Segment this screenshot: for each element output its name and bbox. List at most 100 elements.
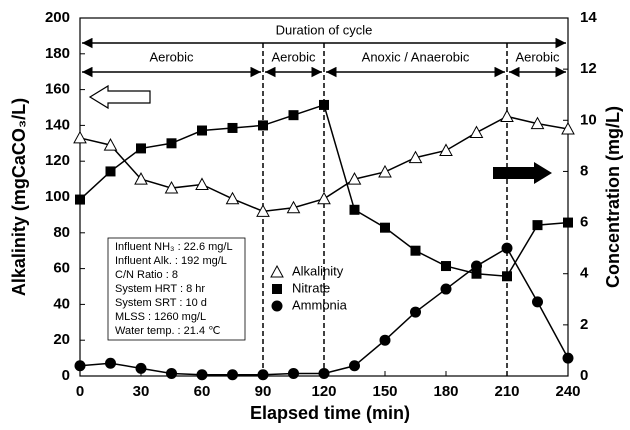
x-tick-label: 60 — [194, 383, 211, 400]
data-point — [288, 110, 299, 121]
legend-marker — [272, 284, 282, 294]
data-point — [471, 260, 482, 272]
y-tick-label: 0 — [62, 367, 70, 384]
data-point — [105, 166, 116, 177]
data-point — [257, 369, 269, 381]
left-axis-arrow — [88, 84, 151, 110]
x-tick-label: 180 — [433, 383, 458, 400]
x-tick-label: 30 — [133, 383, 150, 400]
x-tick-label: 120 — [311, 383, 336, 400]
data-point — [103, 138, 118, 151]
x-tick-label: 90 — [255, 383, 272, 400]
x-tick-label: 0 — [76, 383, 84, 400]
data-point — [532, 220, 543, 231]
legend-label: Alkalinity — [292, 263, 344, 278]
y-tick-label: 20 — [53, 331, 70, 348]
data-point — [563, 217, 573, 228]
data-point — [349, 204, 360, 215]
data-point — [258, 120, 268, 131]
y2-tick-label: 10 — [580, 111, 597, 128]
data-point — [288, 367, 299, 379]
data-point — [136, 143, 146, 154]
x-tick-label: 150 — [372, 383, 397, 400]
data-point — [135, 362, 147, 374]
data-point — [530, 116, 545, 130]
y-tick-label: 160 — [45, 81, 70, 98]
x-tick-label: 240 — [555, 383, 580, 400]
data-point — [380, 222, 390, 233]
data-point — [227, 369, 238, 381]
phase-label: Aerobic — [149, 49, 194, 64]
y2-tick-label: 8 — [580, 162, 588, 179]
data-point — [318, 367, 330, 379]
y-tick-label: 140 — [45, 116, 70, 133]
data-point — [469, 125, 484, 139]
y-axis-label: Alkalinity (mgCaCO₃/L) — [9, 98, 29, 296]
info-line: Influent NH₃ : 22.6 mg/L — [115, 241, 233, 253]
info-line: Influent Alk. : 192 mg/L — [115, 255, 227, 267]
data-point — [349, 360, 360, 372]
data-point — [227, 122, 238, 133]
data-point — [410, 245, 421, 256]
y-tick-label: 100 — [45, 188, 70, 205]
data-point — [319, 99, 329, 110]
data-point — [164, 181, 179, 194]
data-point — [347, 172, 362, 185]
y-tick-label: 200 — [45, 9, 70, 26]
data-point — [75, 194, 85, 205]
phase-label: Anoxic / Anaerobic — [362, 49, 470, 64]
phase-label: Aerobic — [515, 49, 560, 64]
data-point — [410, 306, 421, 318]
data-point — [134, 172, 148, 185]
data-point — [105, 357, 116, 369]
y2-tick-label: 0 — [580, 367, 588, 384]
y-tick-label: 40 — [53, 295, 70, 312]
data-point — [562, 352, 574, 364]
data-point — [197, 125, 207, 136]
legend-label: Ammonia — [292, 297, 348, 312]
data-point — [74, 360, 86, 372]
data-point — [441, 261, 451, 272]
data-point — [471, 268, 482, 279]
legend-label: Nitrate — [292, 280, 330, 295]
info-line: System HRT : 8 hr — [115, 283, 205, 295]
data-point — [166, 367, 177, 379]
right-axis-arrow — [493, 162, 552, 184]
info-line: Water temp. : 21.4 ℃ — [115, 325, 220, 337]
y2-tick-label: 6 — [580, 214, 588, 231]
y2-tick-label: 12 — [580, 60, 597, 77]
data-point — [256, 204, 270, 217]
y2-axis-label: Concentration (mg/L) — [603, 106, 623, 288]
y-tick-label: 180 — [45, 45, 70, 62]
data-point — [166, 138, 177, 149]
data-point — [225, 191, 240, 205]
data-point — [440, 283, 452, 295]
data-point — [408, 150, 423, 164]
info-line: MLSS : 1260 mg/L — [115, 311, 206, 323]
data-point — [286, 200, 301, 214]
x-tick-label: 210 — [494, 383, 519, 400]
data-point — [561, 121, 575, 135]
legend-marker — [271, 300, 283, 312]
data-point — [73, 130, 87, 144]
info-line: C/N Ratio : 8 — [115, 269, 178, 281]
data-point — [196, 369, 208, 381]
data-point — [502, 271, 512, 282]
info-line: System SRT : 10 d — [115, 297, 207, 309]
y2-tick-label: 4 — [580, 265, 589, 282]
data-point — [532, 296, 543, 308]
cycle-label: Duration of cycle — [276, 22, 373, 37]
data-point — [379, 334, 391, 346]
x-axis-label: Elapsed time (min) — [250, 403, 410, 423]
data-point — [500, 109, 514, 122]
data-point — [195, 177, 209, 190]
data-point — [439, 143, 453, 156]
phase-label: Aerobic — [271, 49, 316, 64]
data-point — [317, 191, 331, 205]
y-tick-label: 120 — [45, 152, 70, 169]
y-tick-label: 60 — [53, 260, 70, 277]
y-tick-label: 80 — [53, 224, 70, 241]
info-box — [107, 237, 246, 341]
